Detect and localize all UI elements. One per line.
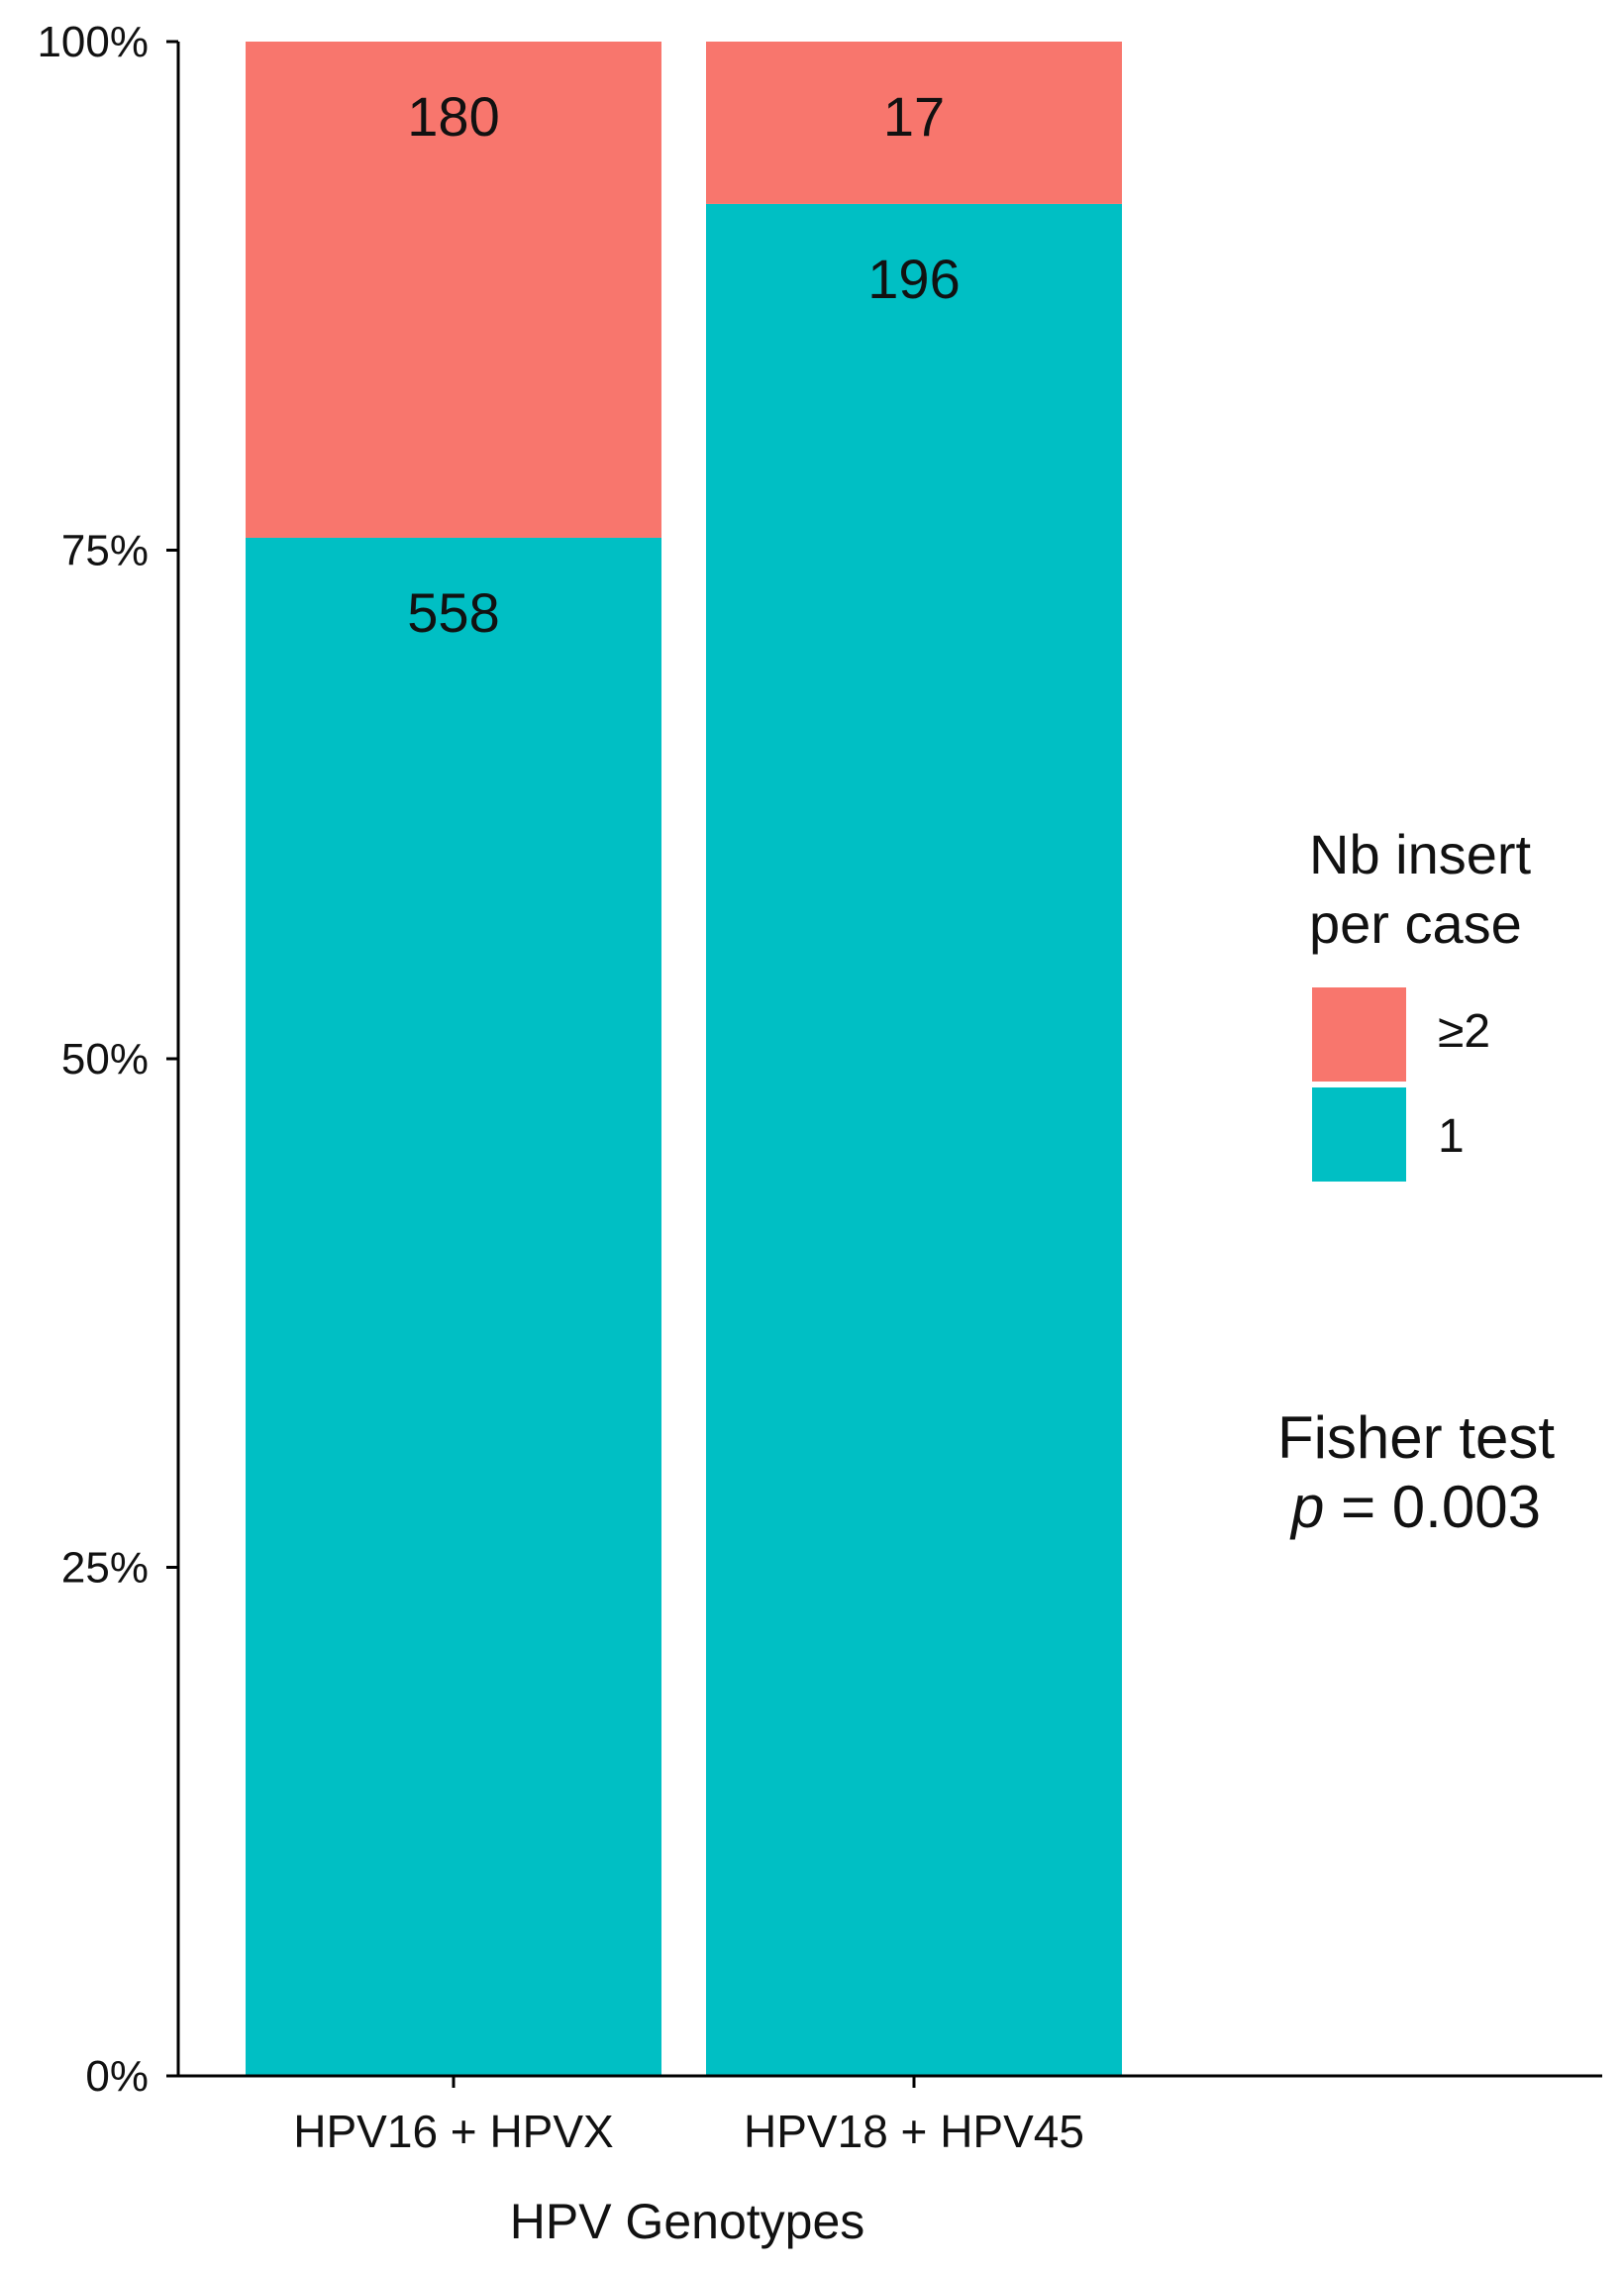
legend-label-ge2: ≥2 (1438, 1005, 1490, 1058)
legend-title-line-1: Nb insert (1309, 823, 1532, 885)
bar-hpv18-hpv45-series-0 (706, 203, 1122, 2076)
x-tick-label-hpv18-hpv45: HPV18 + HPV45 (744, 2106, 1084, 2157)
y-tick-label-0: 0% (85, 2052, 149, 2101)
p-symbol: p (1289, 1474, 1324, 1540)
legend-swatch-1 (1312, 1087, 1406, 1182)
legend-label-1: 1 (1438, 1110, 1465, 1163)
legend-swatch-ge2 (1312, 987, 1406, 1082)
bar-hpv18-hpv45-series-1 (706, 42, 1122, 204)
y-tick-label-2: 50% (61, 1035, 149, 1084)
x-tick-label-hpv16-hpvx: HPV16 + HPVX (293, 2106, 613, 2157)
y-ticks-group: 0% 25% 50% 75% 100% (37, 18, 178, 2101)
bar-label-hpv16-hpvx-series-1: 180 (407, 85, 499, 148)
bar-hpv16-hpvx-series-0 (246, 537, 661, 2076)
legend: Nb insert per case ≥2 1 (1309, 823, 1532, 1182)
bars-group (246, 42, 1122, 2076)
y-tick-label-1: 25% (61, 1544, 149, 1593)
bar-labels-group: 558 180 196 17 (407, 85, 960, 644)
bar-label-hpv18-hpv45-series-1: 17 (883, 85, 945, 148)
p-value-label: p = 0.003 (1289, 1474, 1541, 1540)
bar-label-hpv16-hpvx-series-0: 558 (407, 581, 499, 644)
p-value: = 0.003 (1324, 1474, 1541, 1540)
x-ticks-group: HPV16 + HPVX HPV18 + HPV45 (293, 2076, 1084, 2157)
bar-hpv16-hpvx-series-1 (246, 42, 661, 538)
fisher-test-label: Fisher test (1277, 1404, 1555, 1471)
y-tick-label-4: 100% (37, 18, 149, 66)
legend-title-line-2: per case (1309, 892, 1522, 955)
bar-label-hpv18-hpv45-series-0: 196 (867, 248, 960, 310)
y-tick-label-3: 75% (61, 527, 149, 575)
x-axis-title: HPV Genotypes (510, 2194, 865, 2249)
fisher-annotation: Fisher test p = 0.003 (1277, 1404, 1555, 1540)
